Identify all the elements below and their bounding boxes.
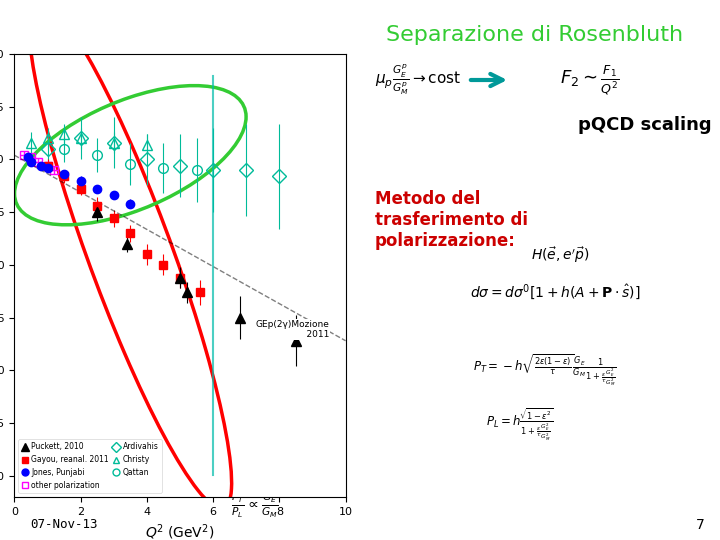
Text: pQCD scaling: pQCD scaling [578,116,712,134]
Text: $F_2 \sim \frac{F_1}{Q^2}$: $F_2 \sim \frac{F_1}{Q^2}$ [560,63,620,97]
Text: 7: 7 [696,518,705,532]
Text: Metodo del
trasferimento di
polarizzazione:: Metodo del trasferimento di polarizzazio… [375,190,528,250]
Text: $\frac{P_T}{P_L} \propto \frac{G_E}{G_M}$: $\frac{P_T}{P_L} \propto \frac{G_E}{G_M}… [231,490,279,519]
Text: $H(\vec{e},e'\vec{p})$: $H(\vec{e},e'\vec{p})$ [531,245,590,265]
Legend: Puckett, 2010, Gayou, reanal. 2011, Jones, Punjabi, other polarization, Ardivahi: Puckett, 2010, Gayou, reanal. 2011, Jone… [18,440,161,493]
Text: GEp(2γ)Mozione
    2011: GEp(2γ)Mozione 2011 [255,320,329,339]
Text: $P_T = -h\sqrt{\frac{2\varepsilon(1-\varepsilon)}{\tau}} \frac{G_E}{G_M} \frac{1: $P_T = -h\sqrt{\frac{2\varepsilon(1-\var… [473,352,617,388]
Text: $P_L = h\frac{\sqrt{1-\varepsilon^2}}{1+\frac{\varepsilon}{\tau}\frac{G_E^2}{G_M: $P_L = h\frac{\sqrt{1-\varepsilon^2}}{1+… [486,407,554,443]
Text: $\mu_p \frac{G_E^p}{G_M^p} \rightarrow \mathrm{cost}$: $\mu_p \frac{G_E^p}{G_M^p} \rightarrow \… [375,63,461,98]
Text: 07-Nov-13: 07-Nov-13 [30,518,97,531]
Text: $d\sigma = d\sigma^0\left[1 + h\left(A + \mathbf{P}\cdot\hat{s}\right)\right]$: $d\sigma = d\sigma^0\left[1 + h\left(A +… [469,282,640,302]
X-axis label: $Q^2\;(\mathrm{GeV}^2)$: $Q^2\;(\mathrm{GeV}^2)$ [145,522,215,540]
Text: Separazione di Rosenbluth: Separazione di Rosenbluth [387,25,683,45]
